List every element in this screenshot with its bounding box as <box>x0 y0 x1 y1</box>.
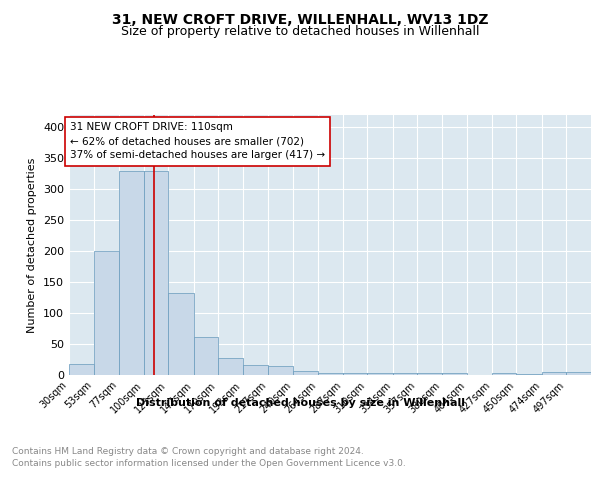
Bar <box>218 358 242 375</box>
Bar <box>492 373 517 375</box>
Bar <box>418 373 442 375</box>
Text: 31, NEW CROFT DRIVE, WILLENHALL, WV13 1DZ: 31, NEW CROFT DRIVE, WILLENHALL, WV13 1D… <box>112 12 488 26</box>
Bar <box>517 374 542 375</box>
Bar <box>242 365 268 375</box>
Bar <box>268 366 293 375</box>
Bar <box>168 294 194 375</box>
Bar <box>94 251 119 375</box>
Text: Distribution of detached houses by size in Willenhall: Distribution of detached houses by size … <box>136 398 464 407</box>
Bar <box>69 364 94 375</box>
Bar <box>318 372 343 375</box>
Bar <box>566 372 591 375</box>
Bar <box>367 373 393 375</box>
Bar <box>393 373 418 375</box>
Text: Contains HM Land Registry data © Crown copyright and database right 2024.
Contai: Contains HM Land Registry data © Crown c… <box>12 447 406 468</box>
Text: 31 NEW CROFT DRIVE: 110sqm
← 62% of detached houses are smaller (702)
37% of sem: 31 NEW CROFT DRIVE: 110sqm ← 62% of deta… <box>70 122 325 160</box>
Bar <box>143 170 168 375</box>
Bar <box>343 372 367 375</box>
Bar <box>442 373 467 375</box>
Y-axis label: Number of detached properties: Number of detached properties <box>28 158 37 332</box>
Bar <box>293 370 318 375</box>
Bar <box>119 170 143 375</box>
Bar <box>194 336 218 375</box>
Text: Size of property relative to detached houses in Willenhall: Size of property relative to detached ho… <box>121 25 479 38</box>
Bar <box>542 372 566 375</box>
